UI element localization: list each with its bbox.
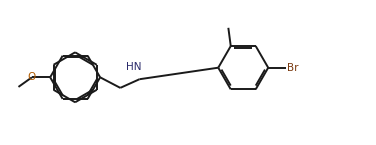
Text: HN: HN [126, 62, 141, 72]
Text: Br: Br [287, 63, 299, 73]
Text: O: O [28, 72, 36, 82]
